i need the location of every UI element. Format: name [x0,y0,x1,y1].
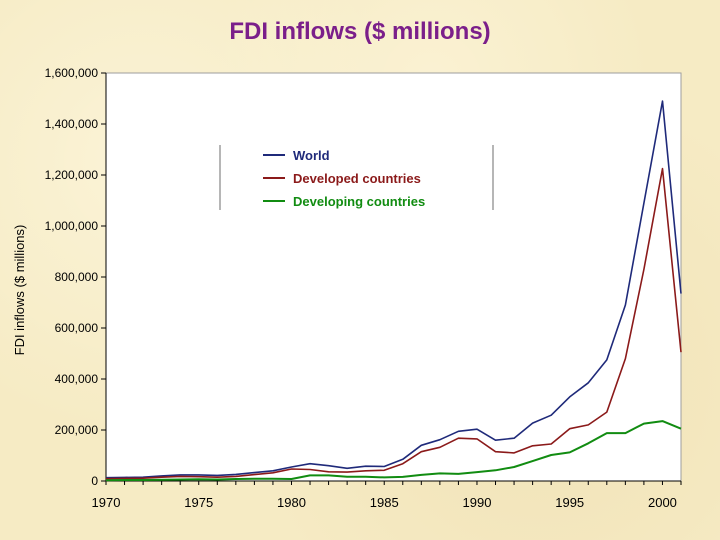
y-tick-label: 800,000 [55,270,99,284]
x-tick-label: 2000 [648,495,677,510]
y-tick-label: 0 [91,474,98,488]
x-ticks: 1970 1975 1980 1985 1990 1995 2000 [92,481,682,510]
series-line-developing-countries [105,420,682,482]
series-lines [105,100,682,482]
x-tick-label: 1975 [184,495,213,510]
x-tick-label: 1985 [370,495,399,510]
legend: World Developed countries Developing count… [219,145,494,210]
x-tick-label: 1995 [555,495,584,510]
y-tick-label: 1,000,000 [45,219,99,233]
y-tick-label: 600,000 [55,321,99,335]
x-tick-label: 1990 [463,495,492,510]
page-title: FDI inflows ($ millions) [229,18,491,45]
legend-entry: World [293,148,330,163]
series-line-world [105,100,682,479]
y-tick-label: 1,400,000 [45,117,99,131]
legend-items: World Developed countries Developing count… [263,148,425,209]
series-line-developed-countries [105,167,682,480]
x-tick-label: 1980 [277,495,306,510]
y-ticks: 0 200,000 400,000 600,000 800,000 1,000,000 1,… [45,66,106,488]
x-tick-label: 1970 [92,495,121,510]
y-tick-label: 1,600,000 [45,66,99,80]
legend-entry: Developing countries [293,194,425,209]
y-axis-label: FDI inflows ($ millions) [12,225,27,356]
legend-entry: Developed countries [293,171,421,186]
y-tick-label: 1,200,000 [45,168,99,182]
y-tick-label: 400,000 [55,372,99,386]
y-tick-label: 200,000 [55,423,99,437]
plot-area [105,72,682,482]
